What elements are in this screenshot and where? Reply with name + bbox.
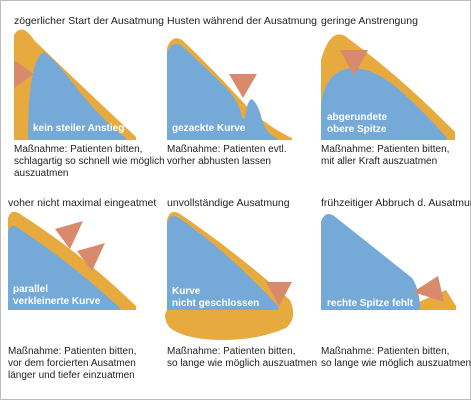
- triangle-marker-icon: [229, 74, 257, 98]
- triangle-marker-icon: [77, 243, 105, 271]
- panel-title: frühzeitiger Abbruch d. Ausatmung: [321, 197, 471, 209]
- remedy-note: Maßnahme: Patienten bitten, vor dem forc…: [8, 346, 139, 381]
- remedy-note: Maßnahme: Patienten evtl. vorher abhuste…: [167, 144, 289, 167]
- curve-label: abgerundete obere Spitze: [327, 112, 390, 135]
- blue-measured-curve: [167, 216, 278, 310]
- panel-hesitant-start: zögerlicher Start der Ausatmung kein ste…: [14, 15, 167, 179]
- triangle-marker-icon: [340, 50, 368, 76]
- blue-measured-curve: [321, 68, 447, 140]
- blue-measured-curve: [321, 214, 420, 310]
- curve-label: parallel verkleinerte Kurve: [13, 284, 101, 307]
- curve-label: gezackte Kurve: [172, 123, 246, 134]
- panel-not-fully-inhaled: voher nicht maximal eingeatmet parallel …: [8, 197, 156, 381]
- blue-measured-curve: [28, 52, 126, 140]
- triangle-marker-icon: [413, 276, 444, 302]
- panel-title: unvollständige Ausatmung: [167, 197, 290, 209]
- curve-label: kein steiler Anstieg: [33, 123, 124, 134]
- remedy-note: Maßnahme: Patienten bitten, so lange wie…: [321, 346, 471, 369]
- panel-cough: Husten während der Ausatmung gezackte Ku…: [167, 15, 317, 167]
- panel-title: zögerlicher Start der Ausatmung: [14, 15, 164, 27]
- panel-early-termination: frühzeitiger Abbruch d. Ausatmung rechte…: [321, 197, 471, 369]
- triangle-marker-icon: [14, 60, 34, 88]
- blue-measured-curve: [167, 44, 278, 140]
- curve-label: Kurve nicht geschlossen: [172, 286, 259, 309]
- remedy-note: Maßnahme: Patienten bitten, mit aller Kr…: [321, 144, 452, 167]
- panel-title: Husten während der Ausatmung: [167, 15, 317, 27]
- panel-low-effort: geringe Anstrengung abgerundete obere Sp…: [321, 15, 455, 167]
- panel-title: geringe Anstrengung: [321, 15, 418, 27]
- remedy-note: Maßnahme: Patienten bitten, schlagartig …: [14, 144, 167, 179]
- remedy-note: Maßnahme: Patienten bitten, so lange wie…: [167, 346, 317, 369]
- panel-incomplete-exhalation: unvollständige Ausatmung Kurve nicht ges…: [165, 197, 317, 369]
- panel-title: voher nicht maximal eingeatmet: [8, 197, 156, 209]
- blue-measured-curve: [8, 225, 120, 310]
- triangle-marker-icon: [266, 282, 292, 306]
- curve-label: rechte Spitze fehlt: [327, 298, 414, 309]
- triangle-marker-icon: [55, 221, 83, 249]
